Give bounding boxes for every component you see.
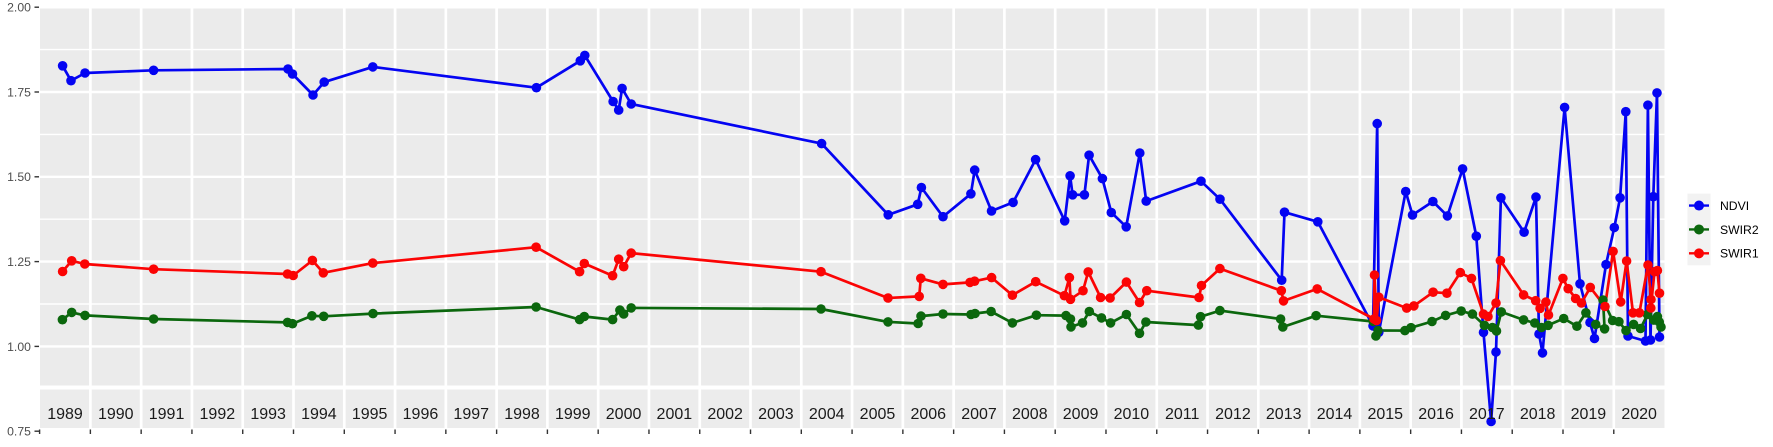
svg-text:1.00: 1.00 xyxy=(7,340,31,354)
svg-text:1994: 1994 xyxy=(301,406,337,423)
svg-text:1998: 1998 xyxy=(504,406,540,423)
svg-text:1989: 1989 xyxy=(47,406,83,423)
svg-text:2007: 2007 xyxy=(961,406,997,423)
svg-text:2.00: 2.00 xyxy=(7,1,31,15)
svg-text:1.25: 1.25 xyxy=(7,255,31,269)
svg-text:2017: 2017 xyxy=(1469,406,1505,423)
svg-text:1990: 1990 xyxy=(98,406,134,423)
svg-text:2018: 2018 xyxy=(1520,406,1556,423)
svg-text:1992: 1992 xyxy=(200,406,236,423)
svg-text:1.75: 1.75 xyxy=(7,85,31,99)
svg-text:1991: 1991 xyxy=(149,406,185,423)
svg-text:1993: 1993 xyxy=(250,406,286,423)
svg-text:0.75: 0.75 xyxy=(7,425,31,439)
svg-text:1.50: 1.50 xyxy=(7,170,31,184)
svg-text:SWIR1: SWIR1 xyxy=(1720,247,1759,261)
svg-text:NDVI: NDVI xyxy=(1720,199,1749,213)
svg-text:2010: 2010 xyxy=(1114,406,1150,423)
svg-text:2016: 2016 xyxy=(1418,406,1454,423)
svg-text:2014: 2014 xyxy=(1317,406,1353,423)
svg-text:2004: 2004 xyxy=(809,406,845,423)
svg-text:2003: 2003 xyxy=(758,406,794,423)
svg-text:SWIR2: SWIR2 xyxy=(1720,223,1759,237)
svg-text:2019: 2019 xyxy=(1571,406,1607,423)
svg-text:2000: 2000 xyxy=(606,406,642,423)
svg-text:2002: 2002 xyxy=(707,406,743,423)
svg-text:2009: 2009 xyxy=(1063,406,1099,423)
svg-text:2001: 2001 xyxy=(657,406,693,423)
svg-text:2006: 2006 xyxy=(910,406,946,423)
svg-text:2013: 2013 xyxy=(1266,406,1302,423)
svg-text:2008: 2008 xyxy=(1012,406,1048,423)
svg-text:2012: 2012 xyxy=(1215,406,1251,423)
svg-text:2020: 2020 xyxy=(1621,406,1657,423)
svg-text:1996: 1996 xyxy=(403,406,439,423)
svg-text:1995: 1995 xyxy=(352,406,388,423)
svg-text:2015: 2015 xyxy=(1367,406,1403,423)
svg-text:2005: 2005 xyxy=(860,406,896,423)
svg-text:2011: 2011 xyxy=(1165,406,1200,423)
svg-text:1999: 1999 xyxy=(555,406,591,423)
svg-text:1997: 1997 xyxy=(453,406,489,423)
